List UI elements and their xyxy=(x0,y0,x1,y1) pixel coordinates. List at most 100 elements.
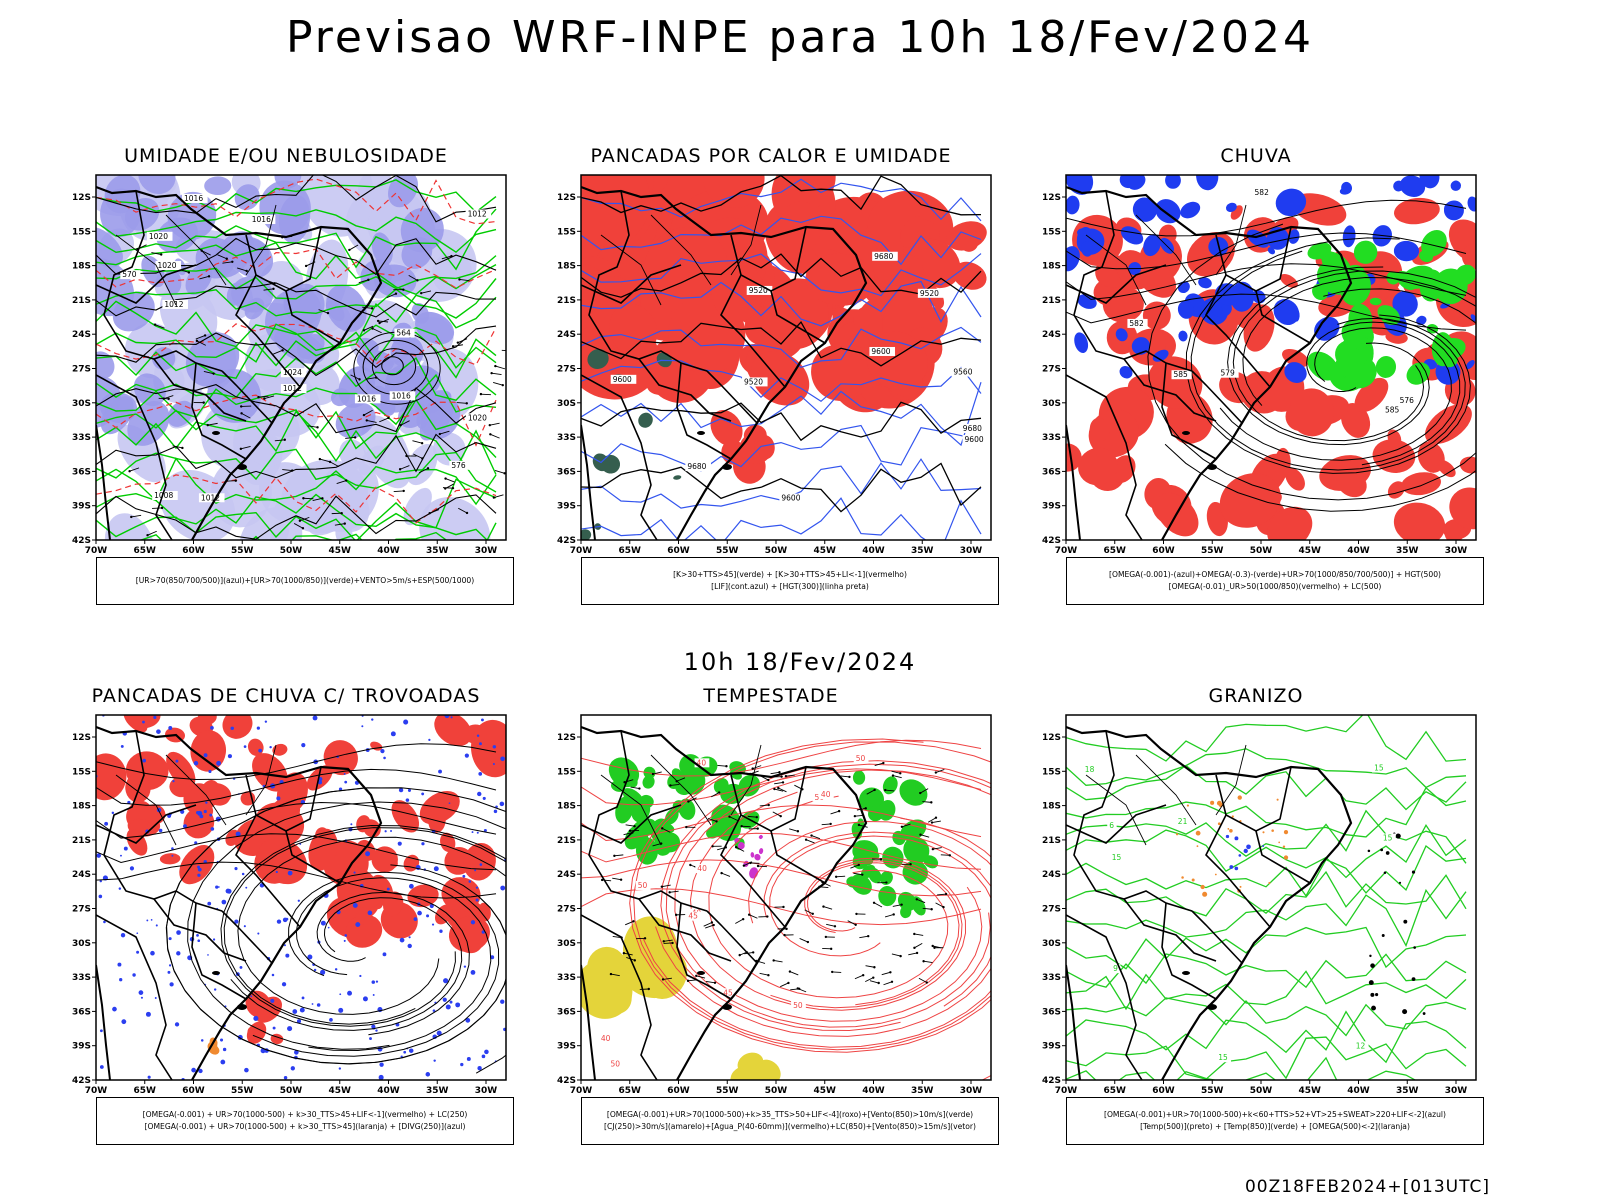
caption-line: [K>30+TTS>45](verde) + [K>30+TTS>45+LI<-… xyxy=(673,570,907,579)
panel-title: TEMPESTADE xyxy=(703,685,839,707)
contour-label: 12 xyxy=(1356,1041,1366,1050)
lat-tick-label: 33S xyxy=(72,973,91,983)
contour-label: 1016 xyxy=(184,194,203,203)
lon-tick-label: 50W xyxy=(280,546,303,556)
contour-label: 1012 xyxy=(283,384,302,393)
lon-tick-label: 55W xyxy=(716,1086,739,1096)
map-granizo: 21 18 15 15 15 12 9 6 15 12S 15S 18S 21S 24S 27S 30S 33S… xyxy=(1042,714,1477,1096)
map-tempestade: 40505045405040455050404012S15S18S21S24S2… xyxy=(557,714,992,1096)
lon-tick-label: 60W xyxy=(667,546,690,556)
lon-tick-label: 55W xyxy=(716,546,739,556)
lon-tick-label: 35W xyxy=(911,1086,934,1096)
lat-tick-label: 15S xyxy=(1042,227,1061,237)
contour-label: 1020 xyxy=(468,413,487,422)
contour-label: 45 xyxy=(723,988,733,997)
contour-label: 40 xyxy=(601,1034,611,1043)
lon-tick-label: 35W xyxy=(911,546,934,556)
lat-tick-label: 24S xyxy=(1042,330,1061,340)
panel-umidade: UMIDADE E/OU NEBULOSIDADE 1012 1012 1016 10… xyxy=(56,145,516,635)
lat-tick-label: 18S xyxy=(72,802,91,812)
lat-tick-label: 36S xyxy=(557,467,576,477)
caption-line: [OMEGA(-0.001)-(azul)+OMEGA(-0.3)-(verde… xyxy=(1109,570,1441,579)
lat-tick-label: 12S xyxy=(557,193,576,203)
lon-tick-label: 60W xyxy=(1152,1086,1175,1096)
lon-tick-label: 70W xyxy=(1055,1086,1078,1096)
lon-tick-label: 30W xyxy=(1445,546,1468,556)
map-layers: 1012 1012 1016 1020 1016 1012 1016 1008 1012 1016… xyxy=(96,175,506,540)
contour-label: 585 xyxy=(1385,406,1400,415)
panel-title: PANCADAS POR CALOR E UMIDADE xyxy=(590,145,952,167)
lat-tick-label: 36S xyxy=(72,1007,91,1017)
contour-label: 582 xyxy=(1255,188,1270,197)
lat-tick-label: 27S xyxy=(557,365,576,375)
lon-tick-label: 65W xyxy=(134,546,157,556)
contour-label: 564 xyxy=(396,329,411,338)
lon-tick-label: 45W xyxy=(329,1086,352,1096)
contour-label: 50 xyxy=(638,881,648,890)
lon-tick-label: 30W xyxy=(475,1086,498,1096)
lat-tick-label: 39S xyxy=(1042,1042,1061,1052)
lat-tick-label: 30S xyxy=(72,939,91,949)
panel-caption: [K>30+TTS>45](verde) + [K>30+TTS>45+LI<-… xyxy=(581,557,999,605)
panel-title: PANCADAS DE CHUVA C/ TROVOADAS xyxy=(91,685,481,707)
lat-tick-label: 24S xyxy=(1042,870,1061,880)
contour-label: 50 xyxy=(610,1059,620,1068)
lon-tick-label: 65W xyxy=(1104,1086,1127,1096)
panel-tempestade: TEMPESTADE 40505045405040455050404012S15… xyxy=(541,685,1001,1175)
lat-tick-label: 15S xyxy=(72,227,91,237)
lat-tick-label: 36S xyxy=(72,467,91,477)
panel-caption: [UR>70(850/700/500)](azul)+[UR>70(1000/8… xyxy=(96,557,514,605)
contour-label: 9560 xyxy=(953,368,972,377)
lon-tick-label: 30W xyxy=(960,1086,983,1096)
lon-tick-label: 30W xyxy=(475,546,498,556)
lat-tick-label: 42S xyxy=(557,536,576,546)
contour-label: 9680 xyxy=(874,252,893,261)
map-layers: 405050454050404550504040 xyxy=(581,725,991,1080)
panel-chuva: CHUVA 585 582 579 576 585 582 12S 15S 18S 21S 24S 2… xyxy=(1026,145,1486,635)
lon-tick-label: 45W xyxy=(814,546,837,556)
lat-tick-label: 33S xyxy=(72,433,91,443)
caption-line: [OMEGA(-0.001)+UR>70(1000-500)+k>35_TTS>… xyxy=(606,1110,974,1119)
lat-tick-label: 39S xyxy=(1042,502,1061,512)
contour-label: 9680 xyxy=(963,424,982,433)
caption-line: [OMEGA(-0.01)_UR>50(1000/850)(vermelho) … xyxy=(1168,582,1382,591)
lat-tick-label: 21S xyxy=(72,296,91,306)
contour-label: 6 xyxy=(1109,821,1114,830)
contour-label: 9680 xyxy=(687,462,706,471)
contour-label: 582 xyxy=(1129,319,1144,328)
caption-line: [CJ(250)>30m/s](amarelo)+[Agua_P(40-60mm… xyxy=(604,1122,976,1131)
contour-label: 50 xyxy=(793,1001,803,1010)
contour-label: 576 xyxy=(451,461,466,470)
lat-tick-label: 27S xyxy=(557,905,576,915)
lat-tick-label: 18S xyxy=(1042,262,1061,272)
contour-label: 1012 xyxy=(468,210,487,219)
main-title: Previsao WRF-INPE para 10h 18/Fev/2024 xyxy=(286,12,1314,63)
lon-tick-label: 60W xyxy=(667,1086,690,1096)
caption-line: [OMEGA(-0.001)+UR>70(1000-500)+k<60+TTS>… xyxy=(1103,1110,1446,1119)
lat-tick-label: 15S xyxy=(557,767,576,777)
lat-tick-label: 24S xyxy=(72,870,91,880)
contour-label: 1024 xyxy=(283,368,302,377)
lon-tick-label: 30W xyxy=(1445,1086,1468,1096)
caption-line: [LIF](cont.azul) + [HGT(300)](linha pret… xyxy=(711,582,869,591)
lat-tick-label: 24S xyxy=(72,330,91,340)
contour-label: 15 xyxy=(1112,853,1122,862)
lat-tick-label: 33S xyxy=(557,433,576,443)
lon-tick-label: 35W xyxy=(426,1086,449,1096)
contour-label: 1020 xyxy=(157,261,176,270)
lat-tick-label: 36S xyxy=(557,1007,576,1017)
forecast-time-label: 10h 18/Fev/2024 xyxy=(683,648,917,676)
lat-tick-label: 42S xyxy=(557,1076,576,1086)
contour-label: 1016 xyxy=(357,394,376,403)
contour-label: 21 xyxy=(1178,817,1188,826)
contour-label: 1012 xyxy=(201,493,220,502)
contour-label: 570 xyxy=(122,270,137,279)
lon-tick-label: 50W xyxy=(765,1086,788,1096)
contour-label: 40 xyxy=(697,864,707,873)
lon-tick-label: 60W xyxy=(1152,546,1175,556)
lat-tick-label: 27S xyxy=(1042,905,1061,915)
contour-label: 9600 xyxy=(781,494,800,503)
model-run-info: 00Z18FEB2024+[013UTC] xyxy=(1244,1177,1490,1197)
panel-caption: [OMEGA(-0.001)+UR>70(1000-500)+k>35_TTS>… xyxy=(581,1097,999,1145)
contour-label: 576 xyxy=(1400,396,1415,405)
